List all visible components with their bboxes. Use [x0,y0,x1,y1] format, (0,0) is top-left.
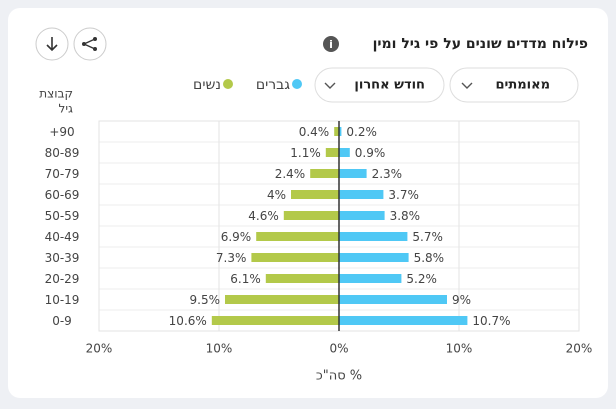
value-label: 9% [452,293,471,307]
bar [339,190,384,199]
bar [339,295,447,304]
y-tick-label: 40-49 [45,230,80,244]
bar [225,295,339,304]
y-axis-title: גיל [59,102,74,116]
legend-label: גברים [256,77,290,93]
value-label: 5.8% [414,251,445,265]
value-label: 2.3% [372,167,403,181]
value-label: 10.7% [472,314,510,328]
bar [339,148,350,157]
bar [283,211,339,220]
x-tick-label: 10% [446,342,473,356]
card [8,8,608,398]
bar [256,232,339,241]
value-label: 0.2% [346,125,377,139]
bar [339,253,409,262]
bar [251,253,339,262]
value-label: 3.8% [390,209,421,223]
share-button[interactable] [73,27,107,61]
y-tick-label: 30-39 [45,251,80,265]
bar [310,169,339,178]
info-icon[interactable]: i [323,36,339,52]
legend-swatch [223,79,233,89]
y-tick-label: 20-29 [45,272,80,286]
dropdown-label: מאומתים [495,78,550,93]
value-label: 2.4% [275,167,306,181]
value-label: 0.9% [355,146,386,160]
bar [211,316,339,325]
value-label: 3.7% [388,188,419,202]
bar [339,211,385,220]
x-tick-label: 20% [566,342,593,356]
value-label: 4.6% [248,209,279,223]
x-axis-title: % סה"כ [316,369,362,384]
download-button[interactable] [35,27,69,61]
value-label: 7.3% [216,251,247,265]
svg-text:i: i [329,38,333,51]
bar [265,274,339,283]
x-tick-label: 20% [86,342,113,356]
x-tick-label: 10% [206,342,233,356]
value-label: 10.6% [169,314,207,328]
bar [339,169,367,178]
value-label: 9.5% [190,293,221,307]
value-label: 1.1% [290,146,321,160]
title: פילוח מדדים שונים על פי גיל ומין [373,36,588,52]
bar [325,148,339,157]
dropdown-label: חודש אחרון [354,78,425,93]
dropdown[interactable]: חודש אחרון [314,67,445,103]
bar [339,127,342,136]
y-axis-title: קבוצת [39,87,73,101]
bar [334,127,339,136]
y-tick-label: 80-89 [45,146,80,160]
value-label: 6.9% [221,230,252,244]
value-label: 4% [267,188,286,202]
bar [339,316,468,325]
y-tick-label: +90 [49,125,74,139]
value-label: 0.4% [299,125,330,139]
legend-swatch [292,79,302,89]
bar [339,274,402,283]
y-tick-label: 10-19 [45,293,80,307]
y-tick-label: 50-59 [45,209,80,223]
x-tick-label: 0% [329,342,348,356]
legend-label: נשים [193,77,221,93]
bar [339,232,408,241]
y-tick-label: 70-79 [45,167,80,181]
bar [291,190,339,199]
value-label: 5.2% [406,272,437,286]
dropdown[interactable]: מאומתים [449,67,579,103]
value-label: 6.1% [230,272,261,286]
y-tick-label: 0-9 [52,314,72,328]
value-label: 5.7% [412,230,443,244]
y-tick-label: 60-69 [45,188,80,202]
